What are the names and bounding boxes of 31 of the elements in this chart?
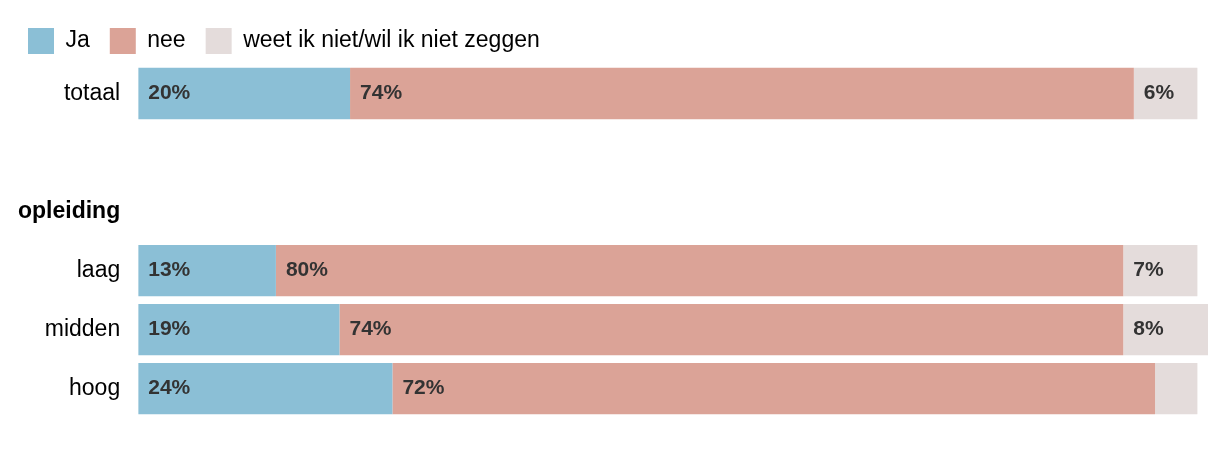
data-label: 6% — [1143, 80, 1175, 104]
data-label: 13% — [148, 257, 191, 281]
data-label: 80% — [285, 257, 329, 281]
bar — [138, 67, 351, 120]
data-label: 8% — [1133, 316, 1164, 340]
bar — [1155, 363, 1198, 415]
bar — [138, 244, 276, 297]
bar — [275, 244, 1124, 297]
bar — [1133, 67, 1198, 120]
bar — [1123, 303, 1208, 356]
bar — [138, 303, 340, 356]
bar — [339, 303, 1124, 356]
data-label: 74% — [349, 316, 392, 340]
legend-label: nee — [147, 26, 186, 53]
bar — [392, 363, 1156, 415]
y-tick-label: midden — [44, 314, 121, 341]
data-label: 72% — [402, 375, 445, 399]
y-tick-label: totaal — [63, 78, 121, 105]
data-label: 7% — [1133, 257, 1164, 281]
y-tick-label: opleiding — [17, 196, 121, 223]
y-tick-label: laag — [76, 255, 121, 282]
bar — [350, 67, 1134, 120]
y-tick-label: hoog — [69, 374, 121, 401]
bar — [138, 363, 393, 415]
data-label: 24% — [148, 375, 191, 399]
bar — [1123, 244, 1198, 297]
data-label: 74% — [360, 80, 403, 104]
legend-label: weet ik niet/wil ik niet zeggen — [242, 26, 540, 53]
data-label: 20% — [148, 80, 191, 104]
data-label: 19% — [148, 316, 191, 340]
legend-label: Ja — [65, 26, 90, 53]
